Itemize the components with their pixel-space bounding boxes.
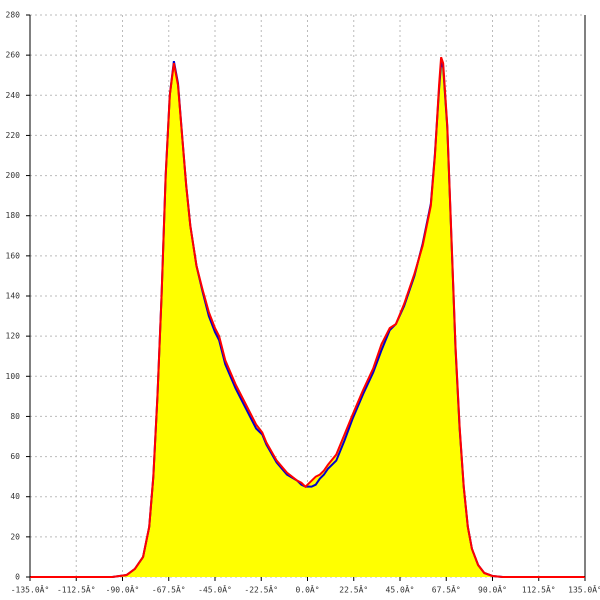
x-tick-label: 90.0Â° (478, 584, 507, 595)
y-tick-label: 280 (6, 11, 21, 20)
y-tick-label: 80 (10, 412, 20, 421)
x-tick-label: -112.5Â° (57, 584, 96, 595)
x-tick-label: -45.0Â° (198, 584, 232, 595)
x-tick-label: 112.5Â° (522, 584, 556, 595)
y-tick-label: 20 (10, 532, 20, 541)
x-tick-label: 45.0Â° (386, 584, 415, 595)
y-tick-label: 0 (15, 573, 20, 582)
x-tick-label: 67.5Â° (432, 584, 461, 595)
area-fill (30, 57, 585, 577)
y-tick-label: 160 (6, 251, 21, 260)
y-tick-label: 60 (10, 452, 20, 461)
x-tick-label: -135.0Â° (11, 584, 50, 595)
x-tick-label: 22.5Â° (339, 584, 368, 595)
x-tick-label: 0.0Â° (295, 584, 319, 595)
x-tick-label: -90.0Â° (106, 584, 140, 595)
y-tick-label: 220 (6, 131, 21, 140)
y-tick-label: 120 (6, 332, 21, 341)
y-tick-label: 40 (10, 492, 20, 501)
y-tick-label: 180 (6, 211, 21, 220)
y-tick-label: 140 (6, 292, 21, 301)
y-tick-label: 260 (6, 51, 21, 60)
series-line (30, 56, 585, 578)
y-tick-label: 240 (6, 91, 21, 100)
y-tick-label: 100 (6, 372, 21, 381)
y-tick-label: 200 (6, 171, 21, 180)
x-tick-label: 135.0Â° (568, 584, 600, 595)
x-tick-label: -22.5Â° (244, 584, 278, 595)
x-tick-label: -67.5Â° (152, 584, 186, 595)
